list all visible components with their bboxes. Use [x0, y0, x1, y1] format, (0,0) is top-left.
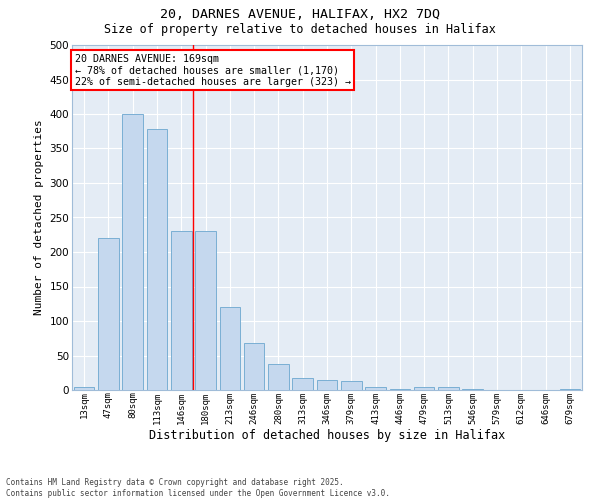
Bar	[268, 364, 289, 390]
Bar	[365, 386, 386, 390]
Text: Size of property relative to detached houses in Halifax: Size of property relative to detached ho…	[104, 22, 496, 36]
Bar	[341, 381, 362, 390]
X-axis label: Distribution of detached houses by size in Halifax: Distribution of detached houses by size …	[149, 429, 505, 442]
Text: 20, DARNES AVENUE, HALIFAX, HX2 7DQ: 20, DARNES AVENUE, HALIFAX, HX2 7DQ	[160, 8, 440, 20]
Text: Contains HM Land Registry data © Crown copyright and database right 2025.
Contai: Contains HM Land Registry data © Crown c…	[6, 478, 390, 498]
Bar	[195, 232, 216, 390]
Bar	[220, 307, 240, 390]
Bar	[414, 386, 434, 390]
Bar	[292, 378, 313, 390]
Y-axis label: Number of detached properties: Number of detached properties	[34, 120, 44, 316]
Text: 20 DARNES AVENUE: 169sqm
← 78% of detached houses are smaller (1,170)
22% of sem: 20 DARNES AVENUE: 169sqm ← 78% of detach…	[74, 54, 350, 87]
Bar	[98, 238, 119, 390]
Bar	[317, 380, 337, 390]
Bar	[389, 388, 410, 390]
Bar	[438, 386, 459, 390]
Bar	[74, 386, 94, 390]
Bar	[146, 129, 167, 390]
Bar	[122, 114, 143, 390]
Bar	[171, 232, 191, 390]
Bar	[244, 343, 265, 390]
